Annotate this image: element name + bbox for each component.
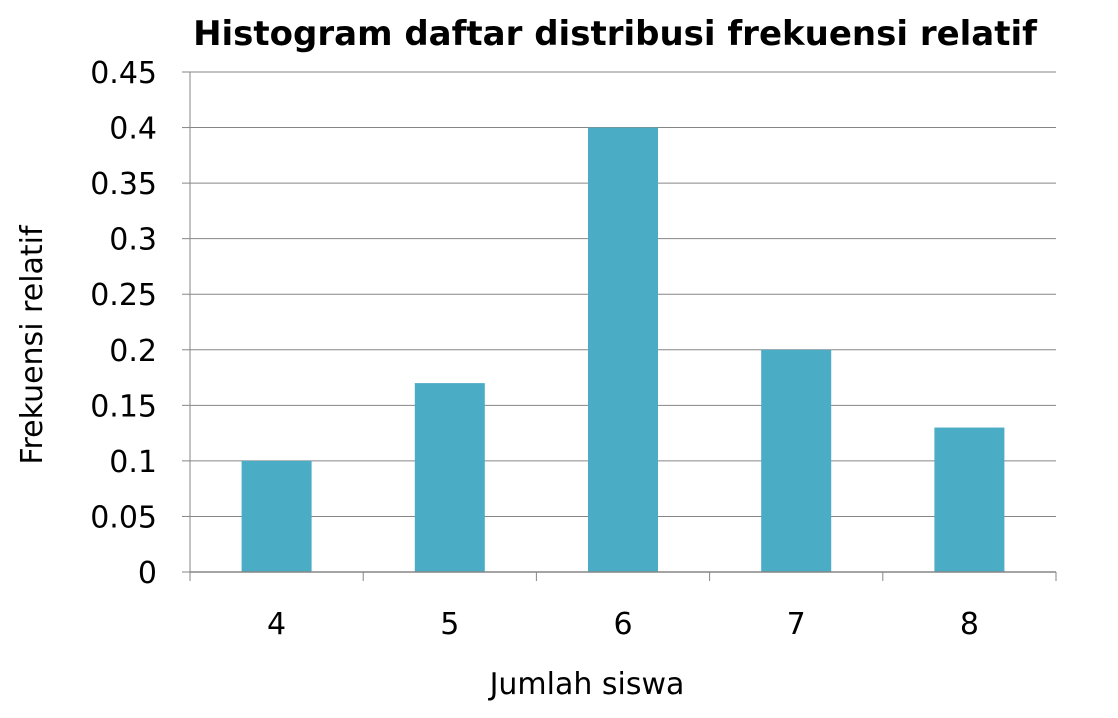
y-tick-label: 0.4 (109, 112, 157, 147)
y-tick-label: 0.05 (90, 500, 157, 535)
x-tick-label: 5 (440, 607, 459, 642)
bar (414, 383, 485, 572)
bar (588, 127, 658, 573)
y-tick-label: 0.15 (90, 389, 157, 424)
y-tick-label: 0.35 (90, 167, 157, 202)
y-tick-label: 0 (138, 556, 157, 591)
x-tick-label: 8 (960, 607, 979, 642)
bar (241, 460, 312, 572)
x-tick-labels: 4 5 6 7 8 (267, 607, 979, 642)
bar (934, 427, 1005, 572)
bar (761, 349, 832, 572)
x-axis-label: Jumlah siswa (488, 667, 685, 702)
y-tick-label: 0.45 (90, 56, 157, 91)
chart-title: Histogram daftar distribusi frekuensi re… (193, 14, 1038, 54)
axes (182, 71, 1057, 581)
y-axis-label: Frekuensi relatif (15, 224, 50, 465)
x-tick-label: 7 (787, 607, 806, 642)
x-tick-label: 6 (613, 607, 632, 642)
bars (241, 127, 1005, 573)
y-tick-label: 0.1 (109, 445, 157, 480)
y-tick-label: 0.3 (109, 223, 157, 258)
y-tick-labels: 0 0.05 0.1 0.15 0.2 0.25 0.3 0.35 0.4 0.45 (90, 56, 157, 591)
y-tick-label: 0.25 (90, 278, 157, 313)
x-tick-label: 4 (267, 607, 286, 642)
y-tick-label: 0.2 (109, 334, 157, 369)
